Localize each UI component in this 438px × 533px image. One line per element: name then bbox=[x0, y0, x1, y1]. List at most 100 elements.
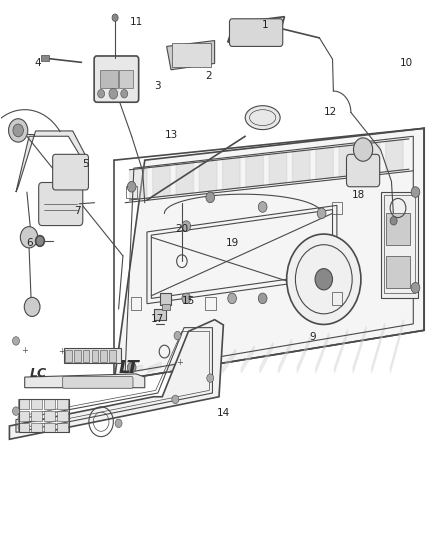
Circle shape bbox=[206, 192, 215, 203]
Ellipse shape bbox=[245, 106, 280, 130]
Polygon shape bbox=[362, 142, 380, 174]
Bar bbox=[160, 293, 171, 305]
Bar bbox=[18, 411, 28, 421]
Text: 7: 7 bbox=[74, 206, 81, 216]
Circle shape bbox=[127, 362, 136, 373]
FancyBboxPatch shape bbox=[63, 376, 133, 388]
Polygon shape bbox=[10, 320, 223, 439]
Text: 9: 9 bbox=[310, 332, 316, 342]
Circle shape bbox=[258, 201, 267, 212]
Bar bbox=[109, 350, 116, 362]
Circle shape bbox=[182, 293, 191, 304]
Text: 19: 19 bbox=[226, 238, 239, 247]
Circle shape bbox=[317, 208, 326, 219]
Text: LT: LT bbox=[119, 359, 140, 376]
Polygon shape bbox=[223, 158, 240, 190]
Polygon shape bbox=[16, 131, 88, 192]
Bar bbox=[31, 423, 42, 432]
Polygon shape bbox=[339, 144, 357, 177]
Circle shape bbox=[20, 227, 38, 248]
Polygon shape bbox=[148, 362, 161, 373]
Circle shape bbox=[109, 88, 118, 99]
Polygon shape bbox=[199, 160, 217, 192]
Text: 14: 14 bbox=[217, 408, 230, 418]
Text: 2: 2 bbox=[205, 71, 212, 81]
Polygon shape bbox=[246, 155, 263, 187]
FancyBboxPatch shape bbox=[346, 155, 380, 187]
Polygon shape bbox=[316, 147, 333, 180]
Polygon shape bbox=[372, 323, 385, 373]
Text: 17: 17 bbox=[150, 313, 164, 324]
Circle shape bbox=[287, 234, 361, 325]
Bar bbox=[162, 304, 170, 310]
FancyBboxPatch shape bbox=[53, 155, 88, 190]
Polygon shape bbox=[130, 168, 147, 200]
Polygon shape bbox=[176, 163, 194, 195]
Circle shape bbox=[411, 282, 420, 293]
Bar bbox=[41, 55, 49, 61]
Bar bbox=[92, 350, 98, 362]
Bar bbox=[386, 256, 410, 288]
Circle shape bbox=[258, 293, 267, 304]
Bar bbox=[120, 70, 134, 88]
Polygon shape bbox=[269, 152, 287, 184]
Text: 13: 13 bbox=[164, 130, 177, 140]
Bar bbox=[19, 399, 69, 432]
FancyBboxPatch shape bbox=[230, 19, 283, 46]
Bar bbox=[31, 399, 42, 409]
Text: 10: 10 bbox=[400, 59, 413, 68]
Bar bbox=[64, 349, 121, 364]
Circle shape bbox=[172, 395, 179, 403]
Circle shape bbox=[390, 216, 397, 225]
Circle shape bbox=[13, 124, 23, 137]
Bar bbox=[65, 350, 72, 362]
Bar bbox=[332, 201, 342, 214]
Polygon shape bbox=[223, 349, 236, 373]
Polygon shape bbox=[334, 329, 347, 373]
Circle shape bbox=[112, 14, 118, 21]
Bar bbox=[57, 411, 68, 421]
Circle shape bbox=[24, 297, 40, 317]
Bar bbox=[100, 350, 107, 362]
Bar bbox=[31, 411, 42, 421]
Bar bbox=[18, 423, 28, 432]
Text: 20: 20 bbox=[175, 224, 188, 235]
Text: 3: 3 bbox=[155, 81, 161, 91]
Bar bbox=[57, 423, 68, 432]
Circle shape bbox=[353, 138, 373, 161]
Polygon shape bbox=[390, 320, 403, 373]
Text: 4: 4 bbox=[35, 59, 41, 68]
Bar bbox=[44, 399, 55, 409]
Polygon shape bbox=[114, 128, 424, 381]
Circle shape bbox=[98, 90, 105, 98]
Text: 12: 12 bbox=[324, 107, 337, 117]
Polygon shape bbox=[185, 356, 198, 373]
Circle shape bbox=[411, 187, 420, 197]
Bar bbox=[18, 399, 28, 409]
Bar bbox=[44, 423, 55, 432]
Polygon shape bbox=[241, 345, 254, 373]
Polygon shape bbox=[279, 339, 292, 373]
Text: 5: 5 bbox=[82, 159, 89, 169]
Circle shape bbox=[228, 293, 237, 304]
Bar bbox=[44, 411, 55, 421]
Circle shape bbox=[127, 181, 136, 192]
Bar bbox=[74, 350, 81, 362]
Bar bbox=[386, 213, 410, 245]
Bar bbox=[153, 309, 166, 320]
Polygon shape bbox=[228, 17, 285, 42]
Text: 1: 1 bbox=[261, 20, 268, 30]
Bar bbox=[127, 185, 137, 198]
Circle shape bbox=[182, 221, 191, 231]
Polygon shape bbox=[166, 41, 215, 70]
Bar bbox=[381, 192, 418, 298]
Circle shape bbox=[115, 419, 122, 427]
Text: +: + bbox=[58, 347, 65, 356]
Polygon shape bbox=[153, 165, 170, 198]
Bar bbox=[384, 195, 415, 293]
Circle shape bbox=[315, 269, 332, 290]
Polygon shape bbox=[167, 359, 180, 373]
Circle shape bbox=[9, 119, 28, 142]
Text: +: + bbox=[21, 346, 28, 355]
FancyBboxPatch shape bbox=[39, 182, 83, 225]
